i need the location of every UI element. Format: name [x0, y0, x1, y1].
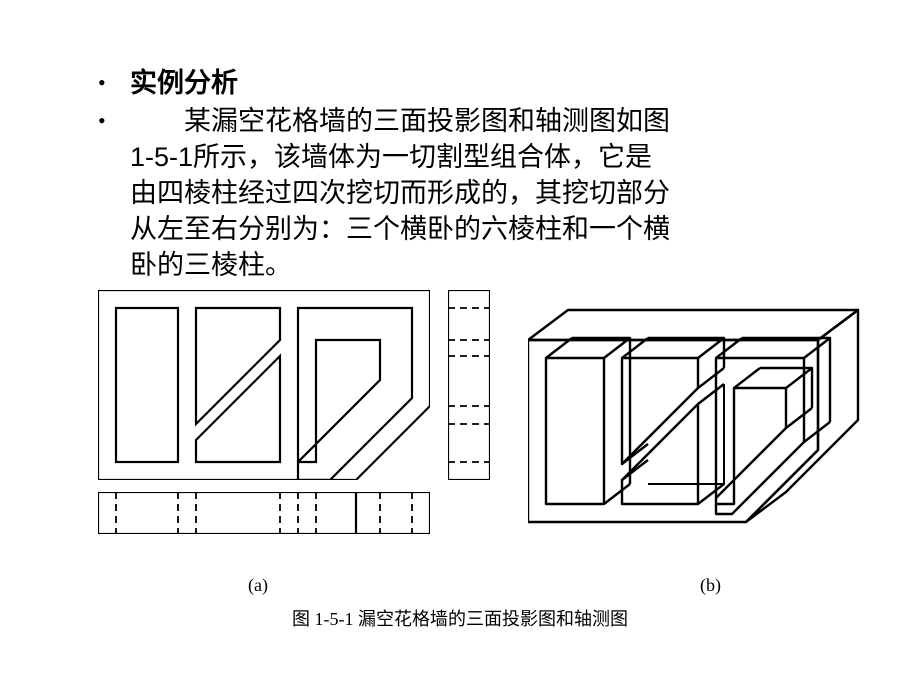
figure-caption: 图 1-5-1 漏空花格墙的三面投影图和轴测图 — [0, 605, 920, 631]
para-line-1: 某漏空花格墙的三面投影图和轴测图如图 — [184, 106, 670, 136]
paragraph: 某漏空花格墙的三面投影图和轴测图如图 1-5-1所示，该墙体为一切割型组合体，它是… — [130, 103, 830, 283]
para-line-4: 从左至右分别为：三个横卧的六棱柱和一个横 — [130, 214, 670, 244]
isometric-view — [528, 300, 888, 550]
bullet-2: • — [90, 103, 130, 139]
top-view — [98, 492, 430, 534]
side-view — [448, 290, 490, 480]
subcaption-b: (b) — [700, 575, 721, 596]
para-line-3: 由四棱柱经过四次挖切而形成的，其挖切部分 — [130, 178, 670, 208]
heading: 实例分析 — [130, 65, 238, 101]
bullet-1: • — [90, 65, 130, 101]
subcaption-a: (a) — [248, 575, 268, 596]
figure-ref: 1-5-1 — [130, 142, 193, 172]
front-view — [98, 290, 430, 480]
para-line-2-rest: 所示，该墙体为一切割型组合体，它是 — [193, 142, 652, 172]
para-line-5: 卧的三棱柱。 — [130, 250, 292, 280]
